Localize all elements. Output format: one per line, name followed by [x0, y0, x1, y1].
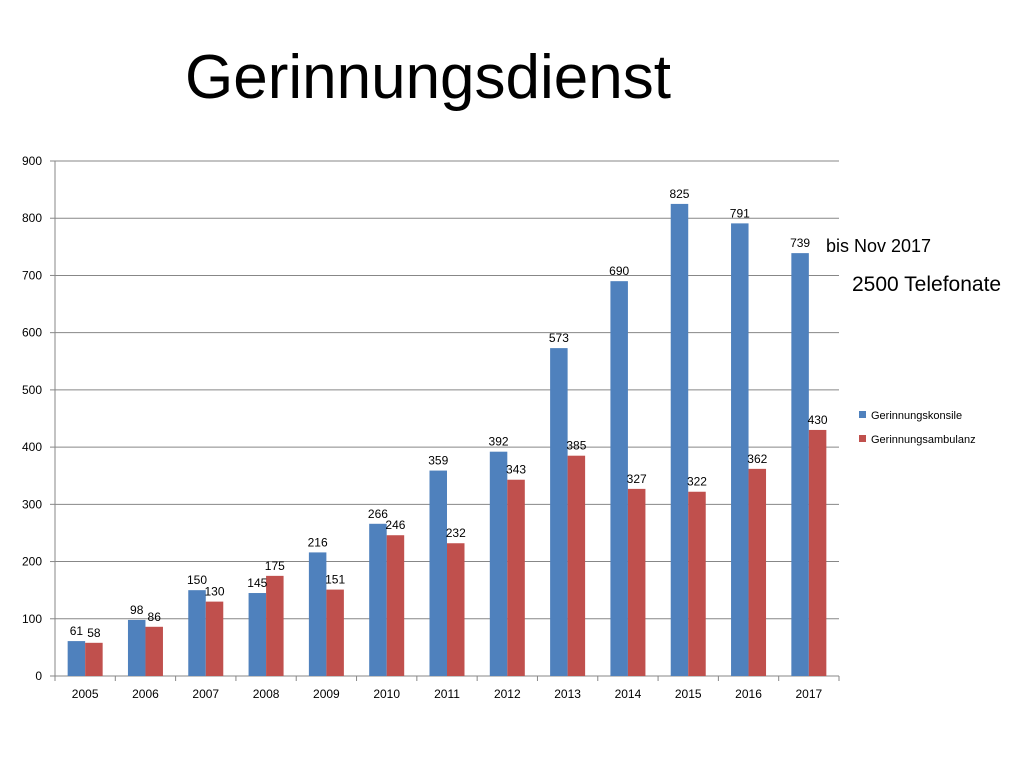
- y-tick-label: 400: [22, 440, 42, 454]
- data-label: 690: [609, 264, 629, 278]
- data-label: 359: [428, 454, 448, 468]
- bar-gerinnungsambulanz: [567, 455, 586, 676]
- data-label: 385: [566, 439, 586, 453]
- data-label: 343: [506, 463, 526, 477]
- bar-gerinnungskonsile: [67, 641, 86, 676]
- data-label: 130: [205, 585, 225, 599]
- x-axis: 2005 2006 2007 2008 2009 2010 2011 2012 2013 2014…: [54, 675, 840, 701]
- y-tick-label: 300: [22, 497, 42, 511]
- bar-gerinnungsambulanz: [205, 601, 224, 676]
- x-tick-label: 2015: [675, 687, 702, 701]
- bar-gerinnungsambulanz: [85, 642, 103, 676]
- data-label: 825: [669, 187, 689, 201]
- y-tick-label: 0: [35, 669, 42, 683]
- data-label: 573: [549, 331, 569, 345]
- data-label: 362: [747, 452, 767, 466]
- bar-gerinnungsambulanz: [145, 626, 163, 676]
- x-tick-label: 2011: [434, 687, 460, 701]
- data-label: 58: [87, 626, 101, 640]
- x-tick-label: 2014: [615, 687, 642, 701]
- bar-gerinnungskonsile: [127, 619, 146, 676]
- bar-gerinnungsambulanz: [386, 535, 405, 676]
- y-tick-label: 700: [22, 268, 42, 282]
- bar-gerinnungsambulanz: [748, 468, 767, 676]
- bar-gerinnungskonsile: [610, 281, 628, 676]
- y-tick-label: 500: [22, 383, 42, 397]
- y-axis: 0 100 200 300 400 500 600 700 800 900: [22, 154, 56, 683]
- x-tick-label: 2017: [795, 687, 822, 701]
- data-label: 145: [247, 576, 267, 590]
- bar-gerinnungskonsile: [369, 523, 387, 676]
- x-tick-label: 2016: [735, 687, 762, 701]
- bar-gerinnungskonsile: [670, 203, 689, 676]
- annotation-bis-nov: bis Nov 2017: [826, 236, 932, 256]
- x-tick-label: 2012: [494, 687, 521, 701]
- y-tick-label: 600: [22, 326, 42, 340]
- bar-gerinnungskonsile: [308, 552, 327, 676]
- annotation-telefonate: 2500 Telefonate: [852, 273, 1002, 296]
- legend: Gerinnungskonsile Gerinnungsambulanz: [859, 410, 976, 446]
- data-label: 175: [265, 559, 285, 573]
- bar-gerinnungskonsile: [731, 223, 749, 676]
- bar-gerinnungskonsile: [791, 253, 809, 676]
- bar-gerinnungskonsile: [188, 590, 206, 676]
- x-tick-label: 2009: [313, 687, 340, 701]
- y-tick-label: 100: [22, 612, 42, 626]
- bar-gerinnungsambulanz: [627, 488, 646, 676]
- x-tick-label: 2005: [72, 687, 99, 701]
- data-label: 739: [790, 236, 810, 250]
- bar-gerinnungskonsile: [489, 451, 508, 676]
- data-label: 430: [808, 413, 828, 427]
- bar-gerinnungskonsile: [248, 593, 267, 676]
- legend-swatch: [859, 411, 866, 418]
- page-title: Gerinnungsdienst: [185, 43, 671, 112]
- y-tick-label: 200: [22, 555, 42, 569]
- y-tick-label: 800: [22, 211, 42, 225]
- bar-gerinnungsambulanz: [688, 491, 706, 676]
- legend-label: Gerinnungsambulanz: [871, 434, 976, 446]
- x-tick-label: 2006: [132, 687, 159, 701]
- bar-gerinnungsambulanz: [326, 589, 344, 676]
- data-label: 216: [308, 535, 328, 549]
- x-tick-label: 2013: [554, 687, 581, 701]
- data-label: 246: [385, 518, 405, 532]
- bar-gerinnungskonsile: [550, 348, 568, 676]
- data-label: 150: [187, 573, 207, 587]
- legend-label: Gerinnungskonsile: [871, 410, 962, 422]
- data-label: 266: [368, 507, 388, 521]
- y-tick-label: 900: [22, 154, 42, 168]
- x-tick-label: 2007: [192, 687, 219, 701]
- bar-gerinnungskonsile: [429, 470, 447, 676]
- data-label: 98: [130, 603, 144, 617]
- data-label: 61: [70, 624, 84, 638]
- data-label: 151: [325, 573, 345, 587]
- bar-gerinnungsambulanz: [447, 543, 465, 676]
- data-label: 232: [446, 526, 466, 540]
- bars: [67, 203, 827, 676]
- data-label: 322: [687, 475, 707, 489]
- x-tick-label: 2010: [373, 687, 400, 701]
- bar-gerinnungsambulanz: [808, 429, 827, 676]
- data-label: 86: [148, 610, 162, 624]
- data-label: 327: [627, 472, 647, 486]
- data-label: 791: [730, 206, 750, 220]
- bar-gerinnungsambulanz: [507, 479, 525, 676]
- legend-swatch: [859, 435, 866, 442]
- data-label: 392: [489, 435, 509, 449]
- bar-gerinnungsambulanz: [266, 575, 284, 676]
- x-tick-label: 2008: [253, 687, 280, 701]
